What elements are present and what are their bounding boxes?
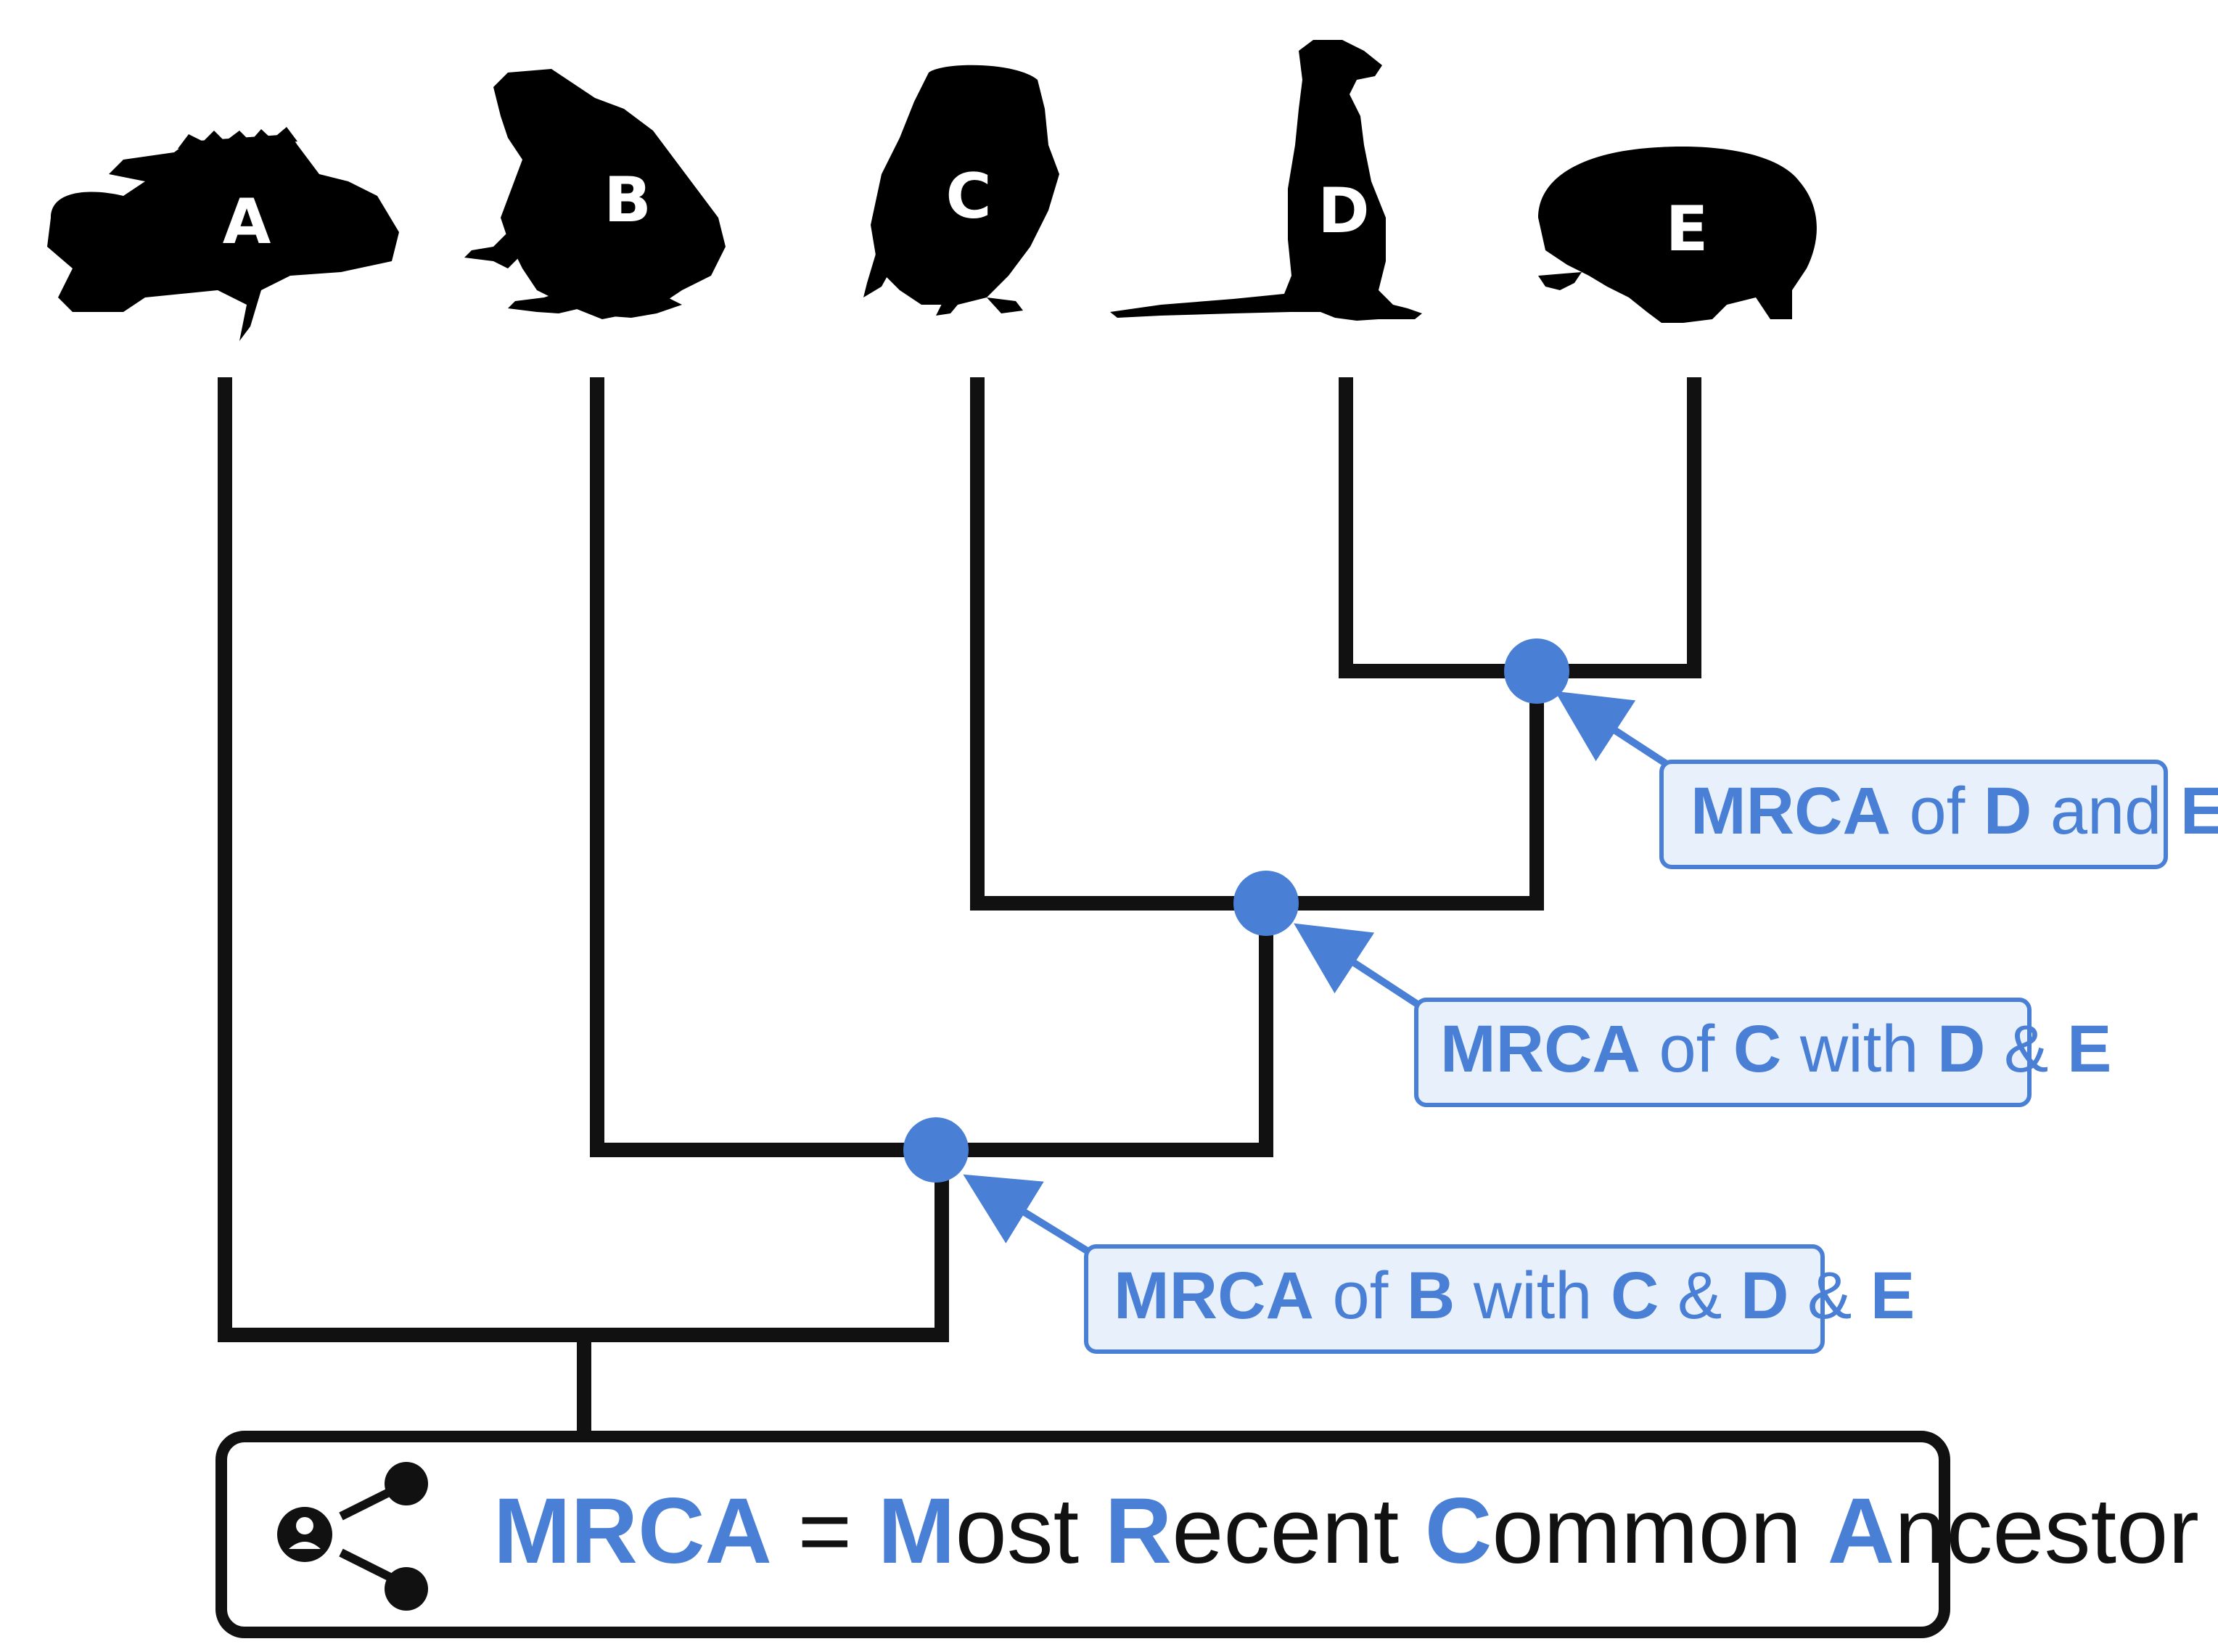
annotation-text-cde: MRCA of C with D & E: [1440, 1012, 2111, 1086]
mrca-node-cde: [1233, 871, 1299, 936]
taxon-label-c: C: [945, 160, 991, 233]
hedgehog-silhouette-icon: E: [1538, 147, 1817, 323]
legend-box: MRCA = Most Recent Common Ancestor: [215, 1431, 2199, 1638]
share-person-network-icon: [277, 1462, 428, 1611]
legend-text: MRCA = Most Recent Common Ancestor: [493, 1479, 2199, 1583]
mrca-node-de: [1504, 638, 1569, 704]
annotation-arrows: [963, 691, 1671, 1255]
annotation-box-cde: MRCA of C with D & E: [1414, 998, 2111, 1107]
taxon-label-e: E: [1666, 193, 1709, 266]
branch-b: [590, 377, 1273, 1157]
annotation-box-de: MRCA of D and E: [1659, 760, 2218, 869]
arrow-de: [1555, 691, 1671, 769]
mrca-node-bcde: [903, 1117, 969, 1183]
meerkat-silhouette-icon: D: [1110, 40, 1422, 321]
arrow-bcde: [963, 1174, 1090, 1255]
branch-de: [1339, 377, 1701, 678]
owl-silhouette-icon: C: [863, 65, 1059, 316]
mrca-nodes: [903, 638, 1569, 1183]
branch-c: [970, 377, 1544, 911]
fish-silhouette-icon: A: [47, 127, 399, 341]
annotation-box-bcde: MRCA of B with C & D & E: [1084, 1244, 1915, 1354]
annotation-text-de: MRCA of D and E: [1691, 774, 2218, 848]
taxon-label-a: A: [223, 186, 271, 258]
taxon-label-d: D: [1318, 175, 1369, 247]
arrow-cde: [1294, 923, 1421, 1008]
annotation-text-bcde: MRCA of B with C & D & E: [1114, 1259, 1915, 1333]
branch-a: [218, 377, 949, 1342]
taxon-label-b: B: [604, 164, 652, 237]
frog-silhouette-icon: B: [464, 69, 726, 319]
